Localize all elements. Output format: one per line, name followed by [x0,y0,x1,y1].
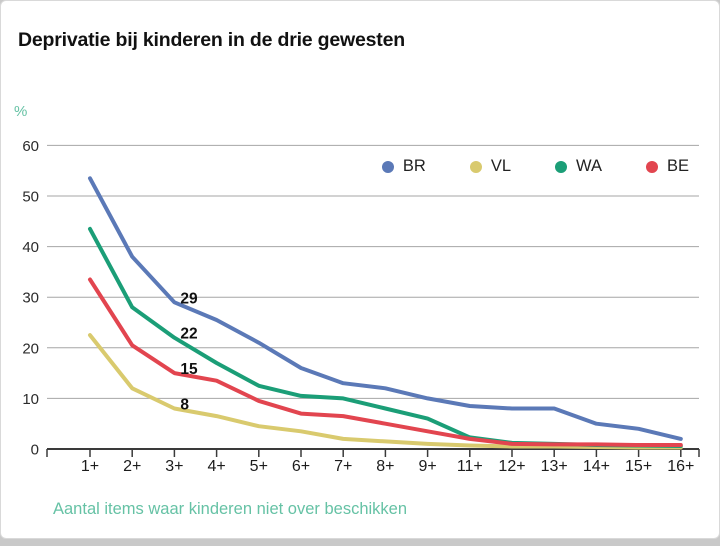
x-tick-label-7+: 7+ [334,458,352,475]
legend-label-BR: BR [402,157,426,175]
legend-label-WA: WA [576,157,602,175]
x-tick-label-1+: 1+ [81,458,99,475]
legend-dot-BE [645,160,658,173]
annotation-VL-3+: 8 [180,397,189,414]
legend-label-BE: BE [666,157,689,175]
x-tick-label-8+: 8+ [376,458,394,475]
y-tick-label-30: 30 [22,290,39,307]
legend-item-BE[interactable]: BE [645,157,689,176]
x-tick-label-2+: 2+ [123,458,141,475]
chart-title: Deprivatie bij kinderen in de drie gewes… [18,29,405,51]
y-tick-label-40: 40 [22,239,39,256]
series-line-VL [88,333,683,450]
y-axis-unit-label: % [14,103,28,120]
y-tick-label-50: 50 [22,189,39,206]
series-line-BR [88,176,683,441]
x-tick-label-9+: 9+ [418,458,436,475]
x-tick-label-3+: 3+ [165,458,183,475]
x-tick-label-5+: 5+ [250,458,268,475]
legend-dot-VL [469,160,482,173]
x-tick-label-13+: 13+ [541,458,568,475]
annotation-BR-3+: 29 [180,290,198,307]
x-tick-label-16+: 16+ [667,458,694,475]
legend-label-VL: VL [490,157,512,175]
y-tick-label-0: 0 [31,442,39,459]
x-tick-label-4+: 4+ [207,458,225,475]
x-tick-label-14+: 14+ [583,458,610,475]
legend-dot-BR [381,160,394,173]
annotation-WA-3+: 22 [180,326,197,343]
legend-item-VL[interactable]: VL [469,157,512,176]
x-tick-label-6+: 6+ [292,458,310,475]
x-tick-label-15+: 15+ [625,458,652,475]
y-tick-label-60: 60 [22,138,39,155]
x-tick-label-12+: 12+ [498,458,525,475]
legend-dot-WA [555,160,568,173]
legend-item-BR[interactable]: BR [381,157,426,176]
y-tick-label-20: 20 [22,340,39,357]
series-line-BE [88,277,683,447]
x-axis-caption: Aantal items waar kinderen niet over bes… [53,500,408,518]
series-line-WA [88,226,683,448]
x-tick-label-11+: 11+ [457,458,483,475]
chart-legend: BR VL WA BE [381,157,689,176]
legend-item-WA[interactable]: WA [555,157,602,176]
annotation-BE-3+: 15 [180,361,198,378]
y-tick-label-10: 10 [22,391,39,408]
